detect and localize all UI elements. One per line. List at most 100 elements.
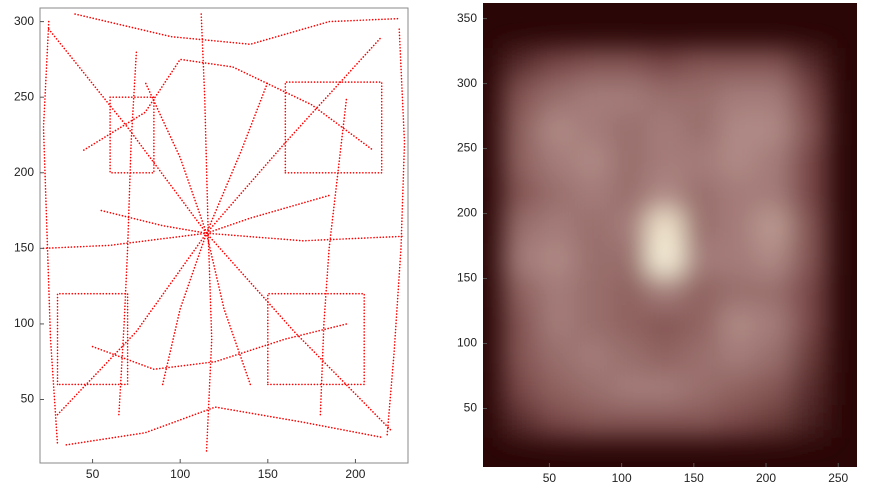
y-tick-label: 250 xyxy=(14,89,34,103)
density-cell xyxy=(719,275,756,308)
x-tick-label: 150 xyxy=(684,471,704,485)
density-cell xyxy=(502,307,539,341)
density-cell xyxy=(574,80,611,113)
density-cell xyxy=(538,47,575,81)
density-cell xyxy=(502,145,539,178)
density-cell xyxy=(574,275,611,308)
density-cell xyxy=(502,210,539,243)
density-cell xyxy=(646,47,683,81)
density-cell xyxy=(791,112,828,146)
density-cell xyxy=(610,372,647,406)
density-cell xyxy=(755,242,792,276)
density-cell xyxy=(755,210,792,243)
density-cell xyxy=(574,112,611,146)
density-cell xyxy=(682,145,720,178)
trajectory xyxy=(56,292,129,386)
density-cell xyxy=(755,307,792,341)
density-cell xyxy=(646,340,683,373)
left-frame xyxy=(39,7,409,464)
density-cell xyxy=(610,47,647,81)
density-cell xyxy=(502,405,539,438)
density-cell xyxy=(791,307,828,341)
trajectories xyxy=(42,13,406,454)
trajectory xyxy=(267,292,365,386)
density-cell xyxy=(574,242,611,276)
x-tick-label: 50 xyxy=(543,471,557,485)
density-cell xyxy=(574,177,611,211)
trajectory xyxy=(42,20,59,446)
density-cell xyxy=(755,145,792,178)
density-cell xyxy=(682,112,720,146)
density-cell xyxy=(755,80,792,113)
density-cell xyxy=(538,80,575,113)
density-cell xyxy=(755,340,792,373)
trajectory xyxy=(65,406,383,446)
density-cell xyxy=(502,80,539,113)
density-cell xyxy=(574,372,611,406)
density-cell xyxy=(755,47,792,81)
density-cell xyxy=(502,340,539,373)
density-cell xyxy=(502,242,539,276)
density-cell xyxy=(610,242,647,276)
y-tick-label: 50 xyxy=(464,401,478,415)
density-cell xyxy=(646,145,683,178)
density-cell xyxy=(755,112,792,146)
x-tick-label: 150 xyxy=(258,467,278,481)
density-cell xyxy=(538,177,575,211)
y-tick-label: 300 xyxy=(14,14,34,28)
density-cell xyxy=(719,210,756,243)
density-cell xyxy=(538,307,575,341)
density-cell xyxy=(538,145,575,178)
density-cell xyxy=(574,340,611,373)
density-cell xyxy=(791,210,828,243)
y-tick-label: 200 xyxy=(14,165,34,179)
density-cell xyxy=(538,112,575,146)
density-cell xyxy=(682,242,720,276)
density-cell xyxy=(682,275,720,308)
y-tick-label: 350 xyxy=(457,11,477,25)
heatmap xyxy=(502,47,828,438)
density-cell xyxy=(574,405,611,438)
density-cell xyxy=(538,405,575,438)
x-tick-label: 200 xyxy=(756,471,776,485)
y-tick-label: 300 xyxy=(457,76,477,90)
density-cell xyxy=(646,275,683,308)
trajectory xyxy=(200,13,213,454)
density-cell xyxy=(646,242,683,276)
density-cell xyxy=(610,112,647,146)
density-cell xyxy=(791,242,828,276)
y-tick-label: 250 xyxy=(457,141,477,155)
density-cell xyxy=(538,275,575,308)
density xyxy=(502,47,828,438)
density-cell xyxy=(574,210,611,243)
x-tick-label: 200 xyxy=(345,467,365,481)
trajectory xyxy=(386,28,406,439)
y-tick-label: 150 xyxy=(457,271,477,285)
x-tick-label: 50 xyxy=(86,467,100,481)
density-cell xyxy=(755,405,792,438)
trajectory xyxy=(91,323,348,371)
density-cell xyxy=(646,80,683,113)
density-cell xyxy=(755,275,792,308)
density-cell xyxy=(682,47,720,81)
density-cell xyxy=(502,372,539,406)
density-cell xyxy=(791,47,828,81)
density-cell xyxy=(610,405,647,438)
density-cell xyxy=(502,275,539,308)
density-cell xyxy=(610,340,647,373)
density-cell xyxy=(719,405,756,438)
density-cell xyxy=(538,242,575,276)
x-tick-label: 100 xyxy=(170,467,190,481)
trajectory xyxy=(109,96,155,174)
density-cell xyxy=(538,372,575,406)
density-cell xyxy=(574,307,611,341)
y-tick-label: 150 xyxy=(14,241,34,255)
density-cell xyxy=(502,112,539,146)
density-cell xyxy=(610,210,647,243)
density-cell xyxy=(791,340,828,373)
density-cell xyxy=(682,307,720,341)
density-cell xyxy=(791,405,828,438)
density-cell xyxy=(791,372,828,406)
y-tick-label: 50 xyxy=(21,392,35,406)
